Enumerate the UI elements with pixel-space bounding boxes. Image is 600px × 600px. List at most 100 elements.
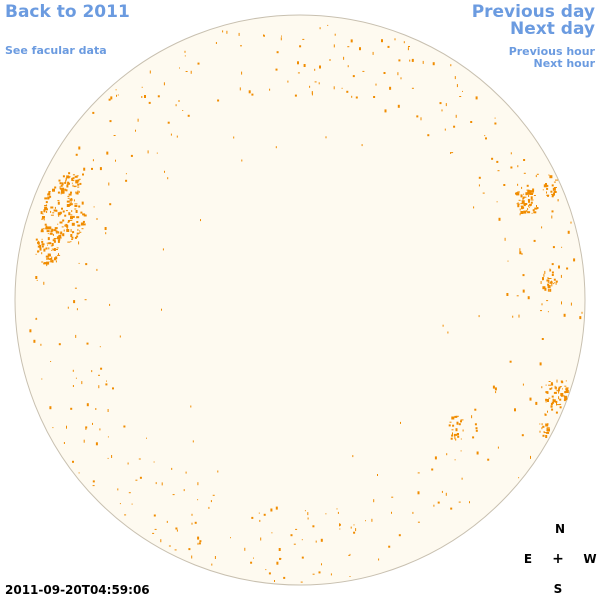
facula-speck <box>160 539 162 543</box>
facula-speck <box>337 511 339 514</box>
facula-speck <box>112 387 114 390</box>
facula-speck <box>42 213 44 215</box>
facula-speck <box>72 184 74 187</box>
facula-speck <box>211 563 213 566</box>
facula-speck <box>527 191 531 195</box>
facula-speck <box>497 446 499 449</box>
facula-speck <box>485 137 487 140</box>
facula-speck <box>521 252 523 255</box>
facula-speck <box>60 231 63 234</box>
facula-speck <box>33 339 36 343</box>
facula-speck <box>517 203 520 205</box>
facula-speck <box>350 39 353 43</box>
facula-speck <box>41 228 44 231</box>
facula-speck <box>506 293 509 296</box>
see-facular-data-link[interactable]: See facular data <box>5 44 107 57</box>
facula-speck <box>79 231 82 233</box>
facula-speck <box>462 429 464 432</box>
facula-speck <box>68 212 71 216</box>
facula-speck <box>244 547 246 551</box>
facula-speck <box>531 190 534 193</box>
facula-speck <box>544 270 546 274</box>
facula-speck <box>85 426 88 429</box>
facula-speck <box>559 386 562 388</box>
facula-speck <box>77 179 80 182</box>
facula-speck <box>75 180 79 184</box>
facula-speck <box>76 192 79 195</box>
facula-speck <box>58 236 61 239</box>
facula-speck <box>263 513 266 516</box>
facula-speck <box>116 94 117 97</box>
facula-speck <box>72 460 74 463</box>
facula-speck <box>39 244 42 248</box>
facula-speck <box>172 494 175 496</box>
facula-speck <box>197 536 200 540</box>
previous-day-link[interactable]: Previous day <box>471 2 595 22</box>
facula-speck <box>55 209 58 212</box>
facula-speck <box>555 280 558 283</box>
facula-speck <box>552 399 556 403</box>
previous-hour-link[interactable]: Previous hour <box>508 45 595 58</box>
facula-speck <box>378 558 380 561</box>
facula-speck <box>74 203 78 205</box>
facula-speck <box>59 211 62 214</box>
facula-speck <box>67 306 69 309</box>
facula-speck <box>536 205 537 207</box>
facula-speck <box>318 571 321 574</box>
facula-speck <box>111 455 113 458</box>
facula-speck <box>494 122 497 125</box>
facula-speck <box>528 206 530 208</box>
facula-speck <box>510 166 513 169</box>
facula-speck <box>65 178 67 181</box>
solar-disk <box>14 14 586 586</box>
facula-speck <box>377 474 378 476</box>
facula-speck <box>80 222 84 226</box>
facula-speck <box>260 537 262 541</box>
facula-speck <box>561 301 562 305</box>
facula-speck <box>76 216 80 219</box>
facula-speck <box>542 434 545 437</box>
facula-speck <box>128 492 131 494</box>
facula-speck <box>274 580 275 582</box>
facula-speck <box>66 227 68 229</box>
facula-speck <box>52 233 54 236</box>
facula-speck <box>183 489 185 492</box>
facula-speck <box>492 385 495 389</box>
facula-speck <box>496 201 498 203</box>
facula-speck <box>556 390 559 392</box>
facula-speck <box>530 201 533 204</box>
facula-speck <box>541 338 544 340</box>
facula-speck <box>525 192 528 196</box>
facula-speck <box>540 281 542 284</box>
facula-speck <box>107 409 109 412</box>
next-day-link[interactable]: Next day <box>510 19 595 39</box>
facula-speck <box>45 255 49 258</box>
facula-speck <box>550 382 553 385</box>
facula-speck <box>474 408 477 411</box>
facula-speck <box>279 557 281 560</box>
facula-speck <box>167 177 169 180</box>
facula-speck <box>496 160 499 163</box>
facula-speck <box>550 269 552 272</box>
facula-speck <box>542 277 544 281</box>
facula-speck <box>191 555 193 559</box>
facula-speck <box>92 480 95 483</box>
facula-speck <box>65 189 68 192</box>
facula-speck <box>579 316 582 320</box>
facula-speck <box>259 519 261 522</box>
facula-speck <box>53 240 56 243</box>
facula-speck <box>163 82 165 86</box>
facula-speck <box>519 251 522 255</box>
facula-speck <box>563 313 566 317</box>
facula-speck <box>387 45 390 48</box>
facula-speck <box>528 199 530 203</box>
facula-speck <box>63 229 65 232</box>
next-hour-link[interactable]: Next hour <box>533 57 596 70</box>
facula-speck <box>48 226 52 230</box>
facula-speck <box>325 513 327 515</box>
facula-speck <box>540 310 542 312</box>
facula-speck <box>294 94 297 97</box>
back-to-year-link[interactable]: Back to 2011 <box>5 2 130 22</box>
facula-speck <box>148 101 151 104</box>
facula-speck <box>50 230 53 233</box>
